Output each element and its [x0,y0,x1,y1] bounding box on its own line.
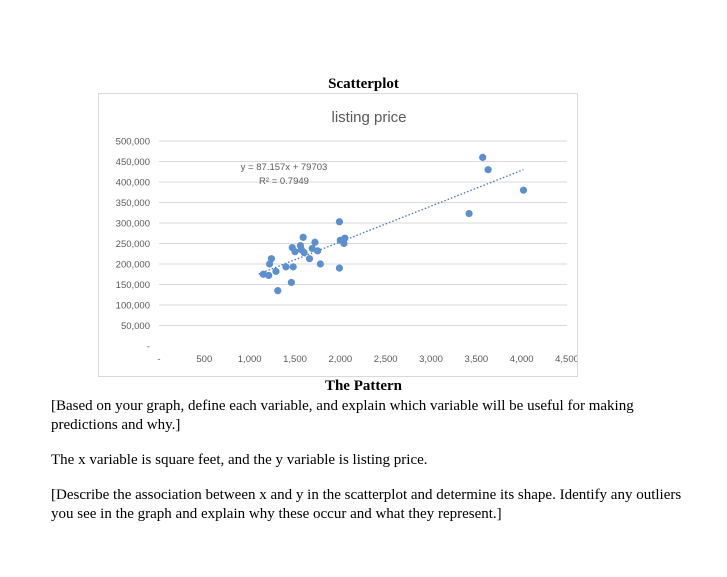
data-point [316,260,324,268]
x-tick-label: 2,500 [374,354,398,365]
y-tick-label: 500,000 [116,137,150,148]
scatter-chart: listing price - 50,000 100,000 150,000 200,00… [116,109,577,365]
x-tick-label: 4,000 [510,354,534,365]
data-point [274,287,282,295]
data-point [341,234,349,242]
chart-area: listing price - 50,000 100,000 150,000 200,00… [98,93,578,377]
data-point [287,278,295,287]
x-tick-label: 4,500 [555,354,577,365]
y-tick-label: 350,000 [116,198,150,209]
y-tick-label: - [147,342,150,353]
data-point [291,248,299,256]
x-tick-label: 500 [196,354,212,365]
x-tick-label: 3,500 [464,354,488,365]
instruction-variables: [Based on your graph, define each variab… [51,398,634,433]
data-point [308,244,316,253]
data-point [305,255,314,263]
data-point [311,238,319,246]
data-point [519,186,528,194]
x-tick-label: 2,000 [328,354,352,365]
section-heading-pattern: The Pattern [324,378,403,394]
y-tick-label: 200,000 [116,260,150,271]
data-point [340,239,348,248]
x-tick-label: 1,500 [283,354,307,365]
y-tick-label: 450,000 [116,157,150,168]
instruction-association: [Describe the association between x and … [51,487,682,522]
data-point [299,233,307,241]
x-tick-label: 3,000 [419,354,443,365]
answer-variables: The x variable is square feet, and the y… [51,452,428,468]
data-point [267,255,276,263]
data-point [479,153,487,161]
data-point [484,166,492,174]
section-heading-scatterplot: Scatterplot [328,76,399,92]
y-tick-label: 250,000 [116,239,150,250]
trendline-r-squared: R² = 0.7949 [259,176,309,187]
data-point [335,218,344,226]
y-tick-label: 300,000 [116,219,150,230]
x-tick-label: - [157,354,160,365]
y-tick-label: 150,000 [116,280,150,291]
data-point [259,270,267,278]
data-point [335,264,344,272]
chart-title: listing price [331,109,406,126]
data-point [265,271,273,280]
data-point [282,263,290,271]
data-point [300,248,308,257]
data-point [314,247,322,255]
y-tick-label: 100,000 [116,301,150,312]
trendline-equation: y = 87.157x + 79703 [241,162,328,173]
data-point [465,209,473,218]
y-tick-label: 400,000 [116,178,150,189]
data-point [289,263,297,271]
data-point [272,267,280,275]
y-tick-label: 50,000 [121,321,150,332]
x-tick-label: 1,000 [238,354,262,365]
